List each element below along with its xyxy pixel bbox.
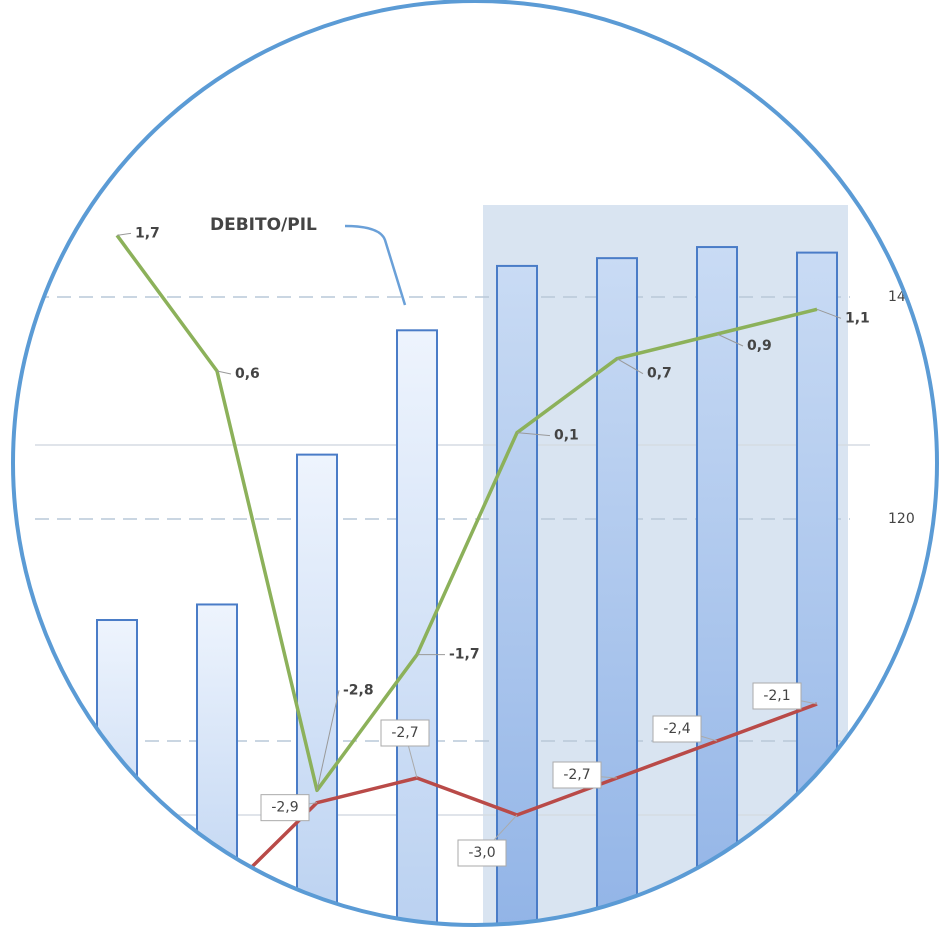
data-label: -1,7 — [449, 647, 480, 663]
data-label: -2,1 — [763, 688, 790, 704]
data-label: 0,9 — [747, 338, 772, 354]
line-series — [115, 234, 818, 793]
y-tick-label: -3 — [5, 807, 19, 823]
data-label: 0,6 — [235, 366, 260, 382]
annotation-connector — [344, 224, 407, 306]
label-box — [752, 682, 802, 710]
data-label: 0,7 — [647, 366, 672, 382]
data-label: -2,9 — [271, 800, 298, 816]
leader-line — [216, 370, 232, 375]
data-label: -3,0 — [468, 845, 495, 861]
leader-line — [616, 358, 644, 375]
y2-tick-label: 120 — [888, 511, 915, 527]
data-label: 0,1 — [554, 428, 579, 444]
leader-line — [816, 308, 842, 319]
bar — [696, 246, 738, 925]
bar — [796, 251, 838, 925]
leader-line — [516, 432, 551, 437]
data-label: 1,7 — [135, 225, 160, 241]
data-label: 1,1 — [845, 310, 870, 326]
label-box — [380, 719, 430, 747]
label-box — [260, 794, 310, 822]
data-label: -2,7 — [563, 767, 590, 783]
y2-tick-label: 140 — [888, 289, 915, 305]
bar — [496, 264, 538, 925]
data-label: -2,7 — [391, 725, 418, 741]
leader-line — [116, 232, 132, 236]
bar — [396, 329, 438, 925]
label-box — [552, 761, 602, 789]
bar — [296, 453, 338, 925]
bar — [196, 603, 238, 925]
y2-tick-label: 100 — [888, 733, 915, 749]
label-box — [652, 715, 702, 743]
label-box — [457, 839, 507, 867]
plot-area: -301001201401,70,6-2,8-1,70,10,70,91,1-2… — [5, 205, 915, 925]
data-label: -2,8 — [343, 682, 374, 698]
leader-line — [716, 333, 744, 347]
leader-line — [316, 690, 340, 791]
frame-circle — [11, 0, 939, 927]
data-label: -2,4 — [663, 721, 690, 737]
annotation: DEBITO/PIL — [210, 215, 317, 235]
